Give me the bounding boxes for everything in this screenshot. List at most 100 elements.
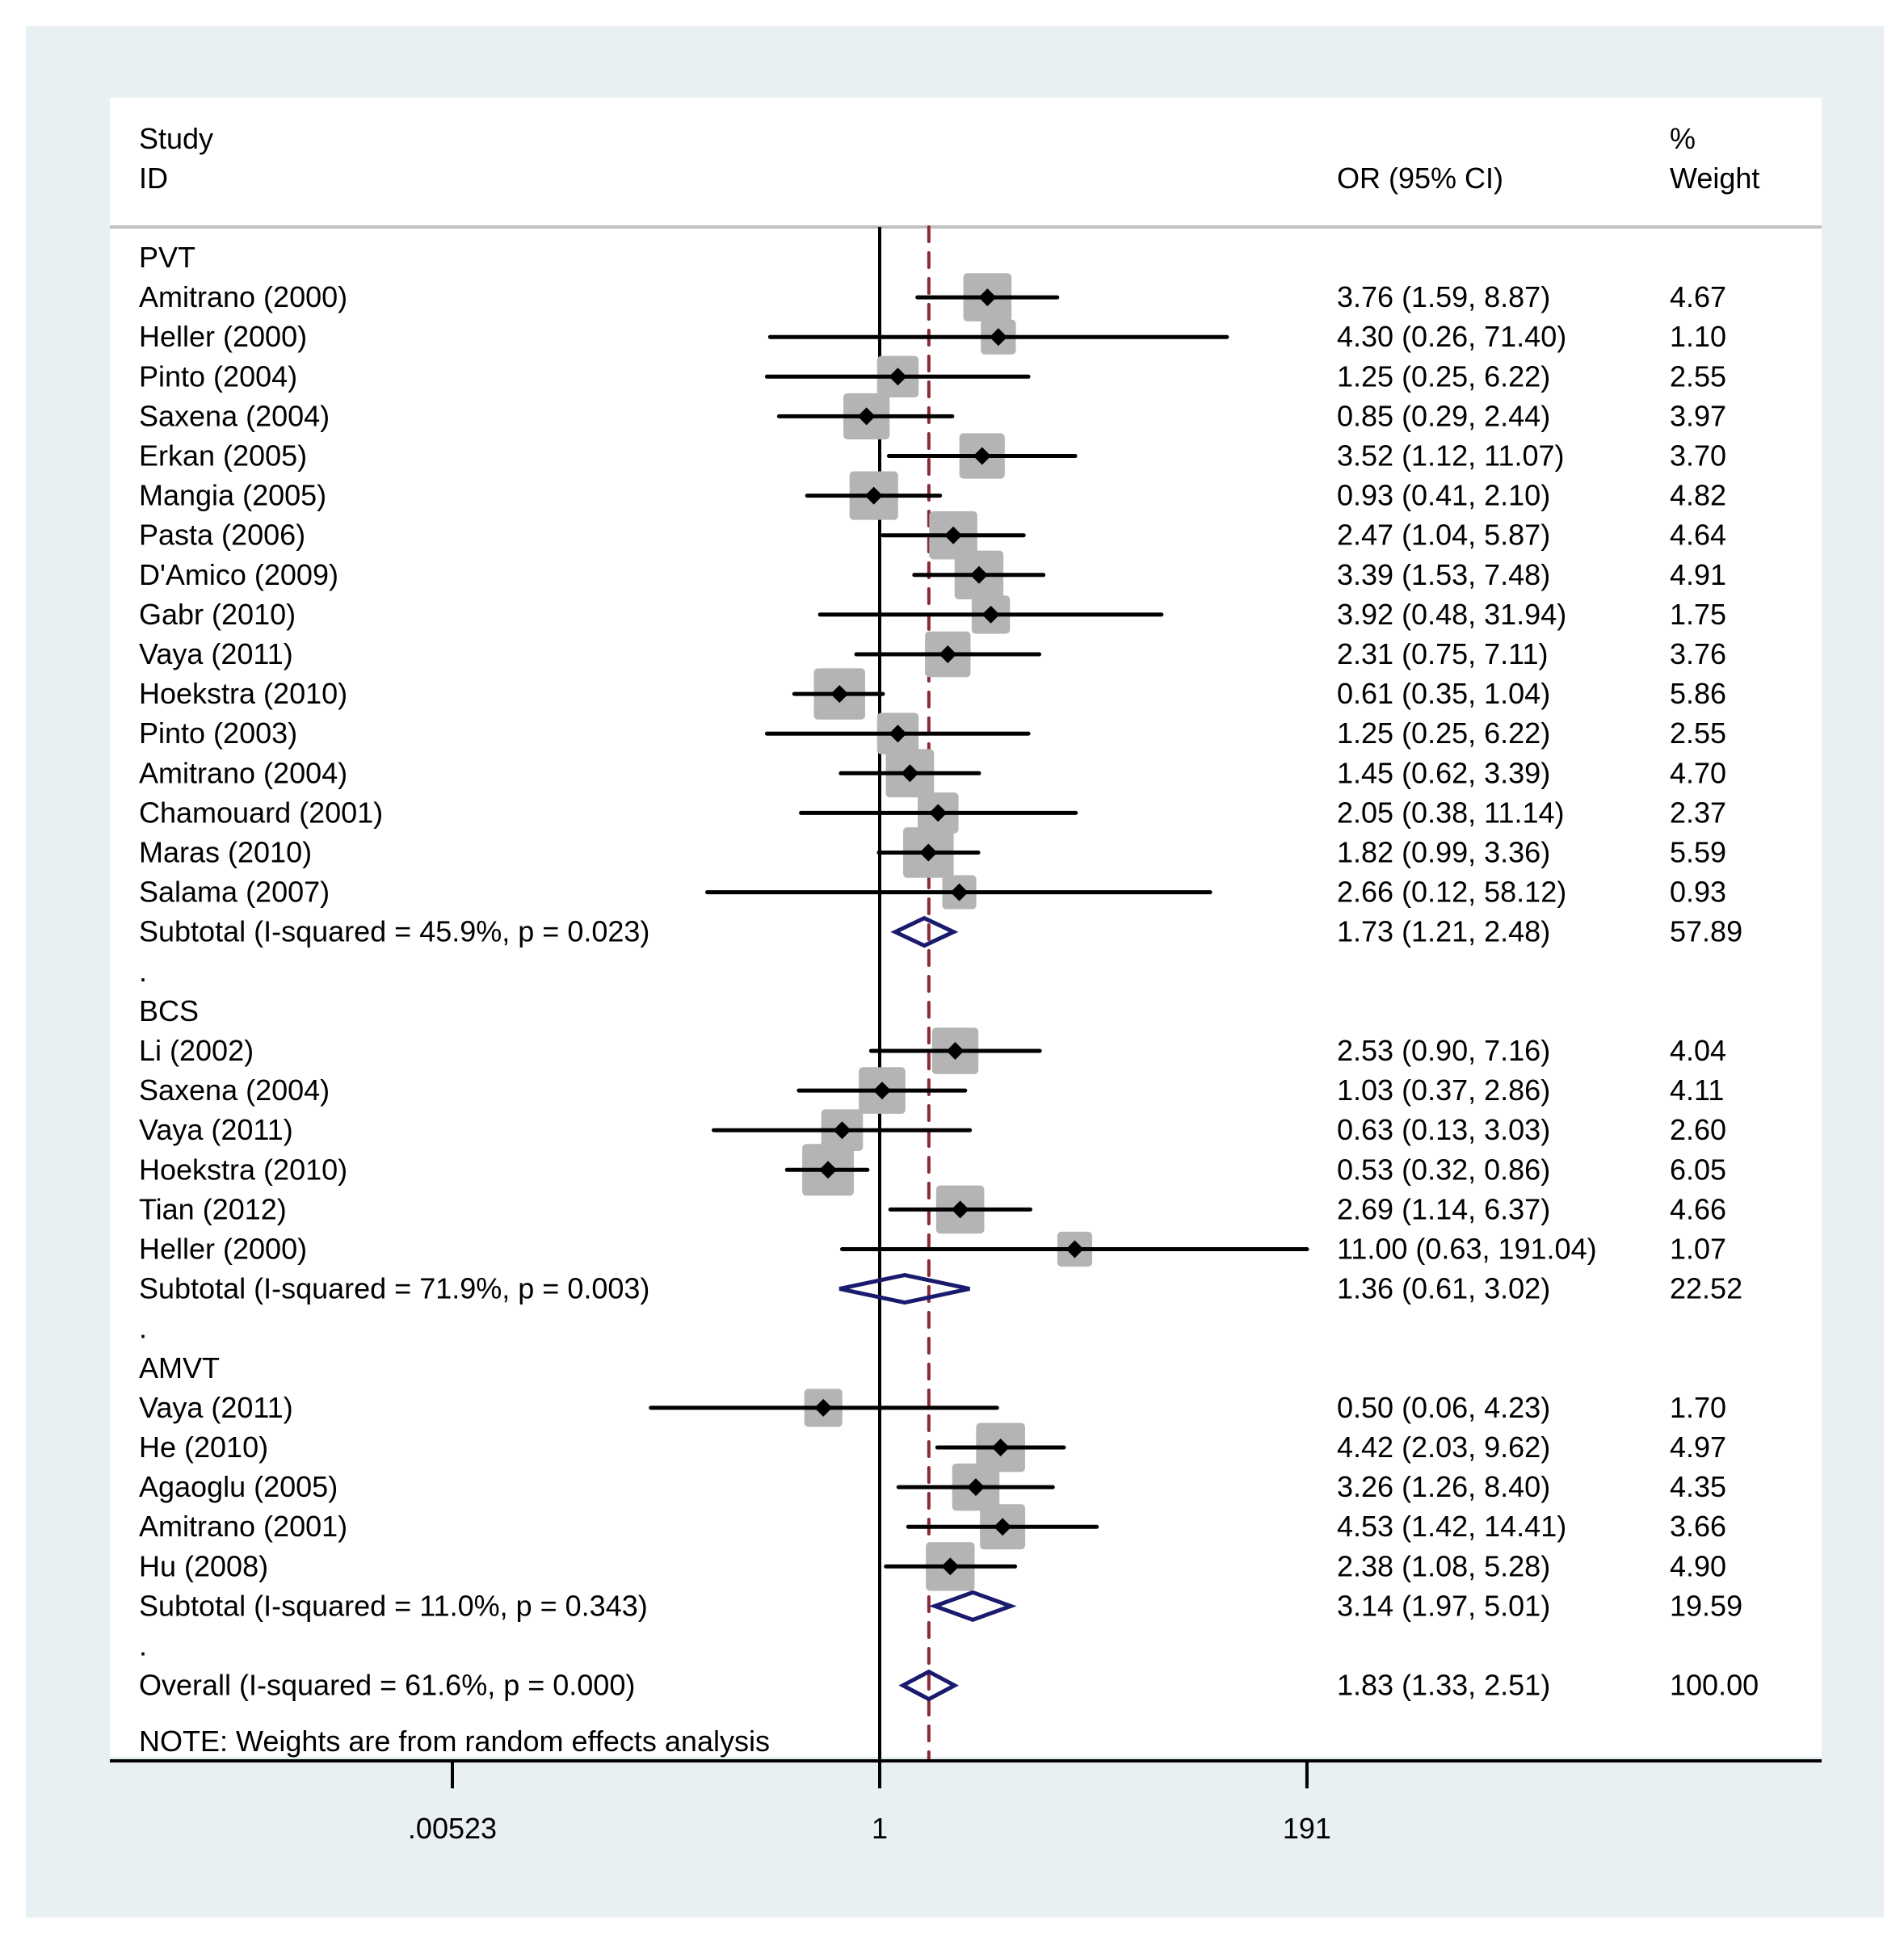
point-estimate <box>814 1398 833 1417</box>
x-tick-label: .00523 <box>408 1812 497 1845</box>
header-weight: Weight <box>1670 162 1759 195</box>
study-label: Tian (2012) <box>139 1192 287 1225</box>
weight-value: 4.67 <box>1670 280 1726 313</box>
point-estimate <box>929 804 948 822</box>
or-ci-value: 11.00 (0.63, 191.04) <box>1337 1233 1597 1266</box>
subtotal-diamond <box>928 1590 1017 1623</box>
or-ci-value: 3.26 (1.26, 8.40) <box>1337 1470 1550 1503</box>
or-ci-value: 2.66 (0.12, 58.12) <box>1337 876 1566 909</box>
weight-value: 0.93 <box>1670 876 1726 909</box>
subtotal-weight: 57.89 <box>1670 915 1742 948</box>
overall-value: 1.83 (1.33, 2.51) <box>1337 1669 1550 1702</box>
point-estimate <box>919 843 938 862</box>
point-estimate <box>973 447 991 465</box>
study-label: Heller (2000) <box>139 320 307 353</box>
separator-dot: . <box>139 955 147 988</box>
study-label: D'Amico (2009) <box>139 558 338 591</box>
point-estimate <box>833 1121 851 1140</box>
weight-value: 2.37 <box>1670 796 1726 829</box>
or-ci-value: 0.50 (0.06, 4.23) <box>1337 1391 1550 1424</box>
weight-value: 4.70 <box>1670 756 1726 789</box>
study-label: Hoekstra (2010) <box>139 677 347 710</box>
point-estimate <box>966 1478 985 1497</box>
point-estimate <box>830 685 849 704</box>
or-ci-value: 1.03 (0.37, 2.86) <box>1337 1073 1550 1107</box>
study-label: Salama (2007) <box>139 876 330 909</box>
subtotal-label: Subtotal (I-squared = 45.9%, p = 0.023) <box>139 915 649 948</box>
study-label: Hu (2008) <box>139 1549 268 1582</box>
header-study: Study <box>139 122 213 155</box>
study-label: Pinto (2004) <box>139 359 297 393</box>
overall-diamond <box>898 1669 959 1702</box>
weight-value: 4.97 <box>1670 1431 1726 1464</box>
or-ci-value: 1.25 (0.25, 6.22) <box>1337 359 1550 393</box>
study-label: Amitrano (2000) <box>139 280 347 313</box>
or-ci-value: 4.30 (0.26, 71.40) <box>1337 320 1566 353</box>
point-estimate <box>857 407 876 426</box>
study-label: Pinto (2003) <box>139 716 297 750</box>
weight-value: 4.04 <box>1670 1034 1726 1067</box>
or-ci-value: 4.42 (2.03, 9.62) <box>1337 1431 1550 1464</box>
separator-dot: . <box>139 1629 147 1662</box>
or-ci-value: 2.38 (1.08, 5.28) <box>1337 1549 1550 1582</box>
weight-value: 4.66 <box>1670 1192 1726 1225</box>
weight-value: 4.35 <box>1670 1470 1726 1503</box>
study-label: Vaya (2011) <box>139 1113 293 1146</box>
or-ci-value: 0.53 (0.32, 0.86) <box>1337 1153 1550 1186</box>
weight-value: 4.64 <box>1670 519 1726 552</box>
or-ci-value: 2.69 (1.14, 6.37) <box>1337 1192 1550 1225</box>
or-ci-value: 0.85 (0.29, 2.44) <box>1337 399 1550 432</box>
point-estimate <box>951 1200 969 1219</box>
or-ci-value: 3.52 (1.12, 11.07) <box>1337 439 1565 473</box>
weight-value: 3.76 <box>1670 637 1726 670</box>
point-estimate <box>872 1082 891 1100</box>
point-estimate <box>969 565 988 584</box>
point-estimate <box>944 526 963 544</box>
subtotal-value: 1.36 (0.61, 3.02) <box>1337 1272 1550 1305</box>
point-estimate <box>889 725 907 743</box>
x-tick-label: 191 <box>1283 1812 1331 1845</box>
weight-value: 2.55 <box>1670 716 1726 750</box>
study-label: Pasta (2006) <box>139 519 305 552</box>
point-estimate <box>889 368 907 386</box>
or-ci-value: 3.76 (1.59, 8.87) <box>1337 280 1550 313</box>
or-ci-value: 2.31 (0.75, 7.11) <box>1337 637 1549 670</box>
weight-value: 4.82 <box>1670 479 1726 512</box>
study-label: Gabr (2010) <box>139 598 296 631</box>
header-id: ID <box>139 162 168 195</box>
subtotal-weight: 19.59 <box>1670 1589 1742 1622</box>
or-ci-value: 2.47 (1.04, 5.87) <box>1337 519 1550 552</box>
study-label: Chamouard (2001) <box>139 796 383 829</box>
point-estimate <box>941 1557 960 1576</box>
or-ci-value: 0.63 (0.13, 3.03) <box>1337 1113 1550 1146</box>
overall-weight: 100.00 <box>1670 1669 1759 1702</box>
point-estimate <box>864 486 883 505</box>
or-ci-value: 2.53 (0.90, 7.16) <box>1337 1034 1550 1067</box>
point-estimate <box>989 328 1007 347</box>
weight-value: 4.90 <box>1670 1549 1726 1582</box>
subtotal-diamond <box>890 915 959 948</box>
weight-value: 5.59 <box>1670 836 1726 869</box>
weights-note: NOTE: Weights are from random effects an… <box>139 1725 770 1758</box>
point-estimate <box>901 764 919 783</box>
or-ci-value: 1.82 (0.99, 3.36) <box>1337 836 1550 869</box>
header-weight-pct: % <box>1670 122 1696 155</box>
point-estimate <box>994 1518 1012 1536</box>
study-label: Hoekstra (2010) <box>139 1153 347 1186</box>
x-tick-label: 1 <box>872 1812 888 1845</box>
study-label: Agaoglu (2005) <box>139 1470 338 1503</box>
weight-value: 1.75 <box>1670 598 1726 631</box>
point-estimate <box>950 883 969 901</box>
or-ci-value: 1.45 (0.62, 3.39) <box>1337 756 1550 789</box>
or-ci-value: 1.25 (0.25, 6.22) <box>1337 716 1550 750</box>
study-label: Vaya (2011) <box>139 1391 293 1424</box>
or-ci-value: 2.05 (0.38, 11.14) <box>1337 796 1565 829</box>
weight-value: 6.05 <box>1670 1153 1726 1186</box>
point-estimate <box>978 288 997 307</box>
separator-dot: . <box>139 1312 147 1345</box>
study-label: Amitrano (2001) <box>139 1510 347 1543</box>
weight-value: 5.86 <box>1670 677 1726 710</box>
study-label: Mangia (2005) <box>139 479 326 512</box>
or-ci-value: 3.39 (1.53, 7.48) <box>1337 558 1550 591</box>
